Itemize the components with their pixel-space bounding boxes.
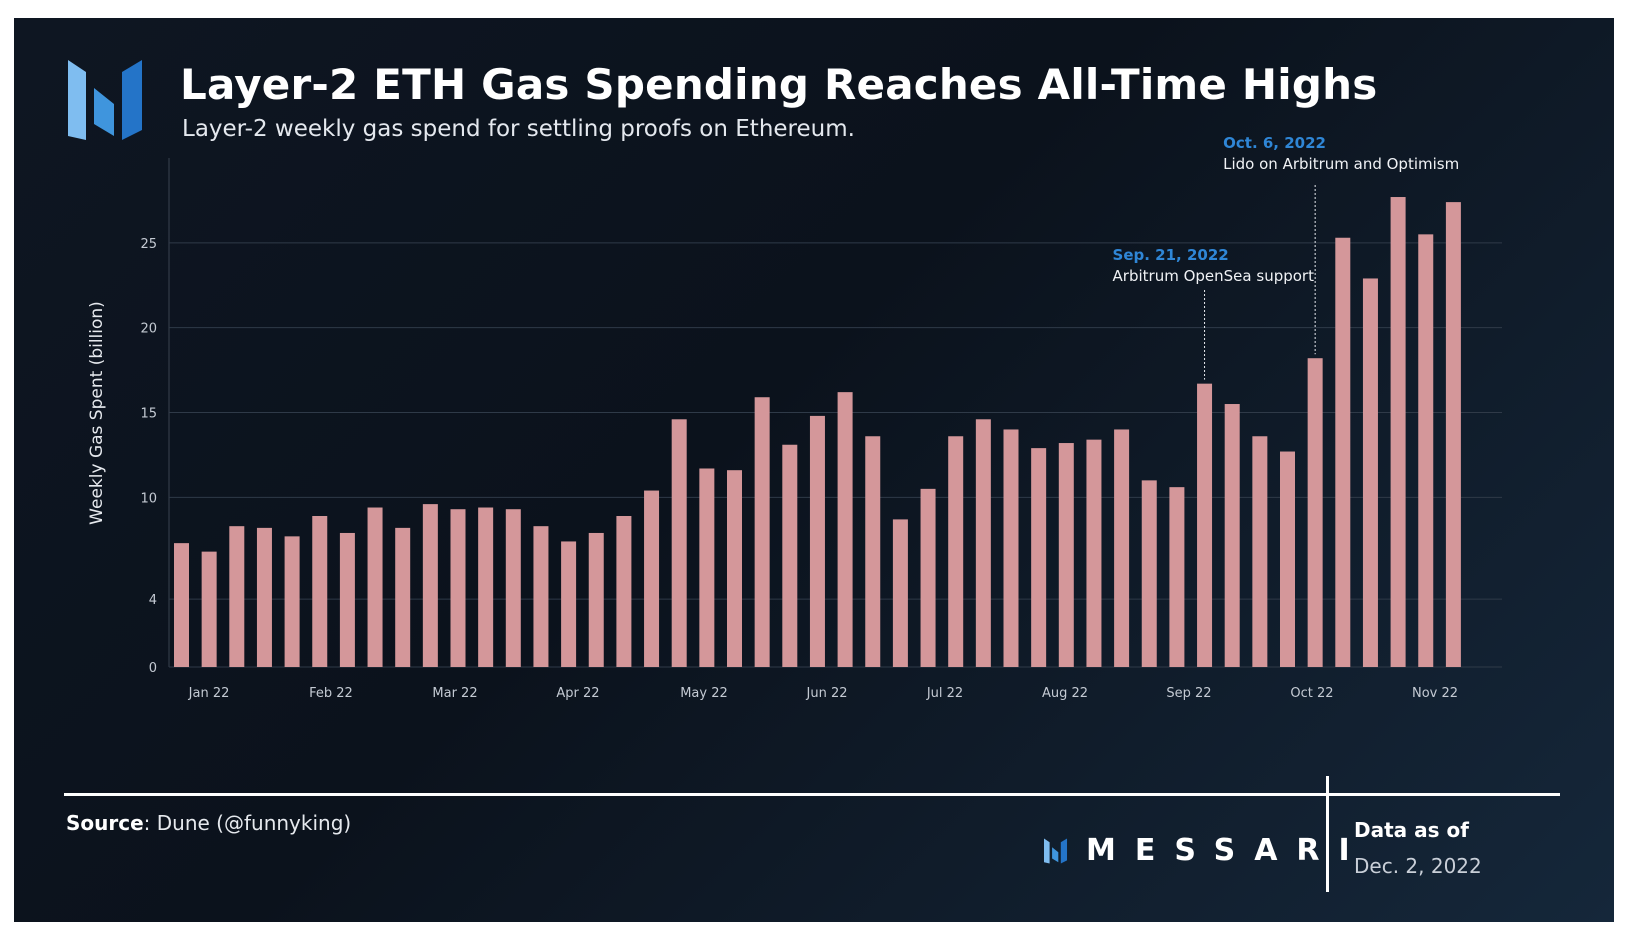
bar bbox=[1224, 404, 1240, 667]
bar bbox=[616, 515, 632, 667]
bar bbox=[920, 488, 936, 667]
bar bbox=[561, 541, 577, 667]
bar bbox=[699, 468, 715, 667]
bar bbox=[478, 507, 494, 667]
bar bbox=[229, 526, 245, 667]
data-as-of-label: Data as of bbox=[1354, 818, 1469, 842]
y-tick-label: 25 bbox=[140, 237, 157, 252]
bar bbox=[450, 509, 466, 667]
x-tick-label: Nov 22 bbox=[1412, 686, 1458, 701]
annotation-date: Sep. 21, 2022 bbox=[1113, 246, 1229, 264]
bar bbox=[505, 509, 521, 667]
bar bbox=[948, 436, 964, 667]
bar bbox=[284, 536, 300, 667]
bar bbox=[1335, 237, 1351, 667]
bar bbox=[727, 470, 742, 667]
x-tick-label: Oct 22 bbox=[1290, 686, 1333, 701]
bar bbox=[1252, 436, 1268, 667]
bar bbox=[1169, 487, 1185, 667]
bar bbox=[1114, 429, 1130, 667]
bar bbox=[644, 490, 660, 667]
source-text: : Dune (@funnyking) bbox=[143, 811, 352, 835]
bar bbox=[1445, 202, 1461, 667]
bar bbox=[892, 519, 908, 667]
bar bbox=[1418, 234, 1434, 667]
bar-chart: 0 4 10 15 20 25 Weekly Gas Spent (billion) Jan … bbox=[87, 134, 1502, 701]
annotation-date: Oct. 6, 2022 bbox=[1223, 134, 1326, 152]
chart-subtitle: Layer-2 weekly gas spend for settling pr… bbox=[182, 116, 855, 142]
bar bbox=[1197, 383, 1213, 667]
bar bbox=[174, 543, 189, 667]
bar bbox=[1003, 429, 1019, 667]
bar bbox=[1362, 278, 1378, 667]
x-tick-label: Jul 22 bbox=[926, 686, 963, 701]
bar bbox=[1280, 451, 1295, 667]
x-tick-label: Apr 22 bbox=[556, 686, 599, 701]
source-note: Source: Dune (@funnyking) bbox=[66, 811, 351, 835]
bar bbox=[256, 527, 272, 667]
x-tick-label: Aug 22 bbox=[1042, 686, 1088, 701]
bar bbox=[1058, 443, 1074, 667]
source-label: Source bbox=[66, 811, 144, 835]
bar bbox=[1031, 448, 1047, 667]
y-tick-label: 20 bbox=[140, 322, 157, 337]
x-tick-label: Jun 22 bbox=[806, 686, 848, 701]
bar bbox=[201, 551, 217, 667]
y-tick-label: 15 bbox=[140, 407, 157, 422]
chart-title: Layer-2 ETH Gas Spending Reaches All-Tim… bbox=[180, 60, 1378, 109]
brand-wordmark: MESSARI bbox=[1086, 833, 1369, 868]
messari-small-logo-icon bbox=[1044, 838, 1068, 863]
bar bbox=[865, 436, 881, 667]
y-tick-label: 10 bbox=[140, 491, 157, 506]
chart-card: Layer-2 ETH Gas Spending Reaches All-Tim… bbox=[14, 18, 1614, 922]
x-tick-label: Jan 22 bbox=[188, 686, 230, 701]
bar bbox=[1086, 439, 1102, 667]
bar bbox=[1307, 358, 1323, 667]
y-tick-label: 0 bbox=[149, 661, 157, 676]
data-as-of-date: Dec. 2, 2022 bbox=[1354, 854, 1482, 878]
messari-brand: MESSARI bbox=[1044, 833, 1369, 868]
x-tick-label: May 22 bbox=[680, 686, 728, 701]
bar bbox=[782, 444, 798, 667]
bar bbox=[975, 419, 991, 667]
y-tick-label: 4 bbox=[149, 593, 157, 608]
footer-vertical-divider bbox=[1326, 776, 1329, 892]
bar bbox=[367, 507, 383, 667]
bar bbox=[395, 527, 411, 667]
x-tick-label: Sep 22 bbox=[1166, 686, 1211, 701]
bar bbox=[809, 415, 825, 667]
bar bbox=[422, 504, 438, 667]
bar bbox=[837, 392, 853, 667]
bar bbox=[754, 397, 770, 667]
annotation-text: Lido on Arbitrum and Optimism bbox=[1223, 155, 1459, 173]
annotation-text: Arbitrum OpenSea support bbox=[1113, 267, 1315, 285]
footer-divider bbox=[64, 793, 1560, 796]
x-tick-label: Mar 22 bbox=[432, 686, 477, 701]
messari-logo-icon bbox=[68, 60, 142, 140]
bar bbox=[312, 515, 328, 667]
bar bbox=[339, 532, 355, 667]
bar bbox=[1390, 197, 1406, 668]
bar bbox=[533, 526, 549, 667]
bar bbox=[671, 419, 687, 667]
x-tick-label: Feb 22 bbox=[309, 686, 353, 701]
bar bbox=[1141, 480, 1157, 667]
y-axis-title: Weekly Gas Spent (billion) bbox=[87, 301, 107, 525]
bar bbox=[588, 532, 604, 667]
